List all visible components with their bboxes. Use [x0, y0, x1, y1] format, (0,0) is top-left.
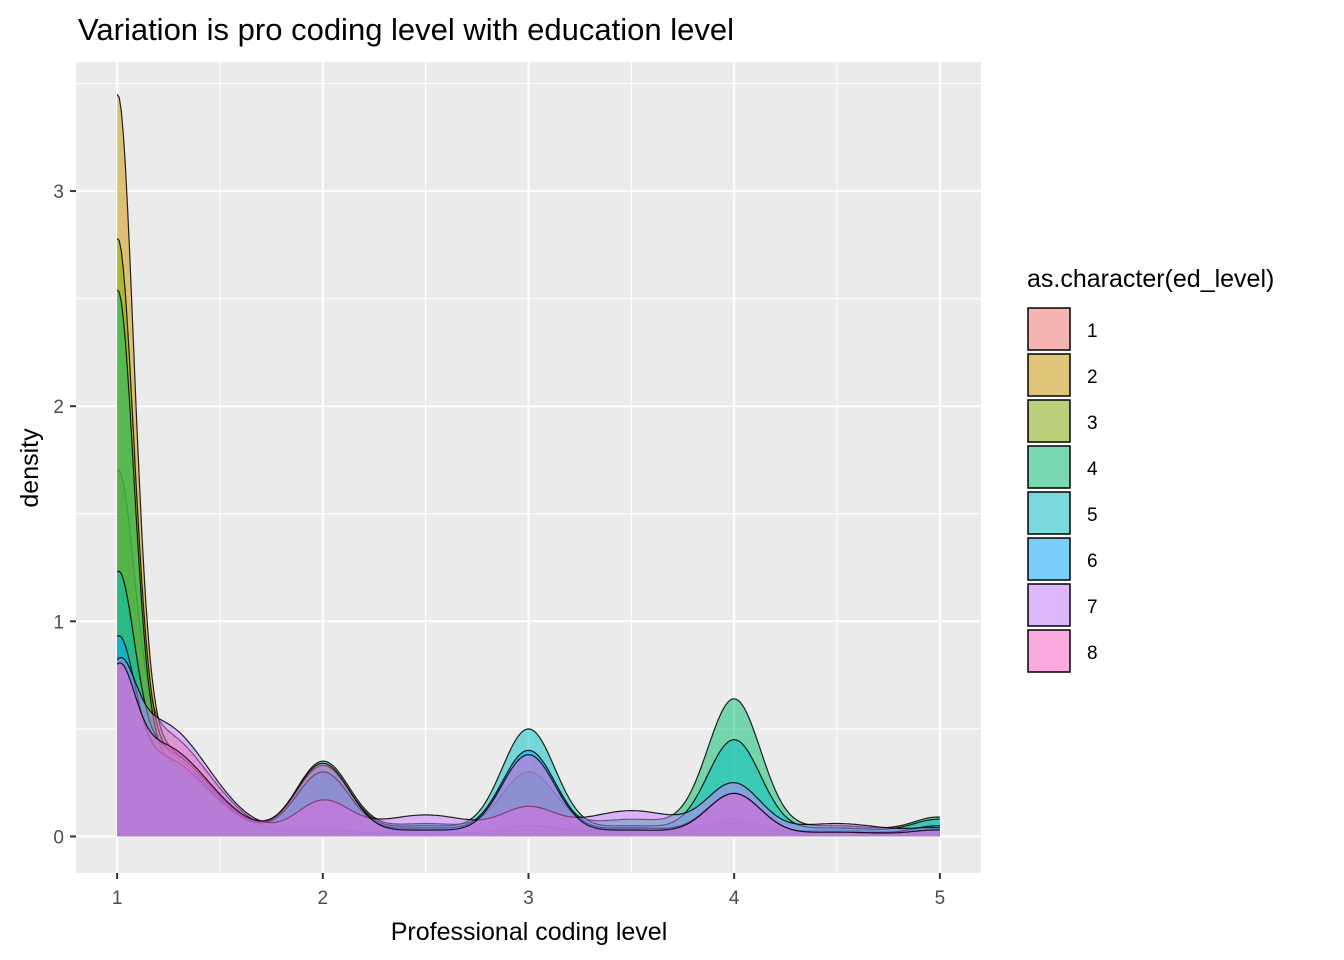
x-axis-title: Professional coding level — [391, 918, 668, 946]
legend-label-8: 8 — [1087, 643, 1098, 664]
legend-key-4 — [1027, 445, 1071, 489]
x-tick-label: 1 — [112, 888, 123, 909]
legend-label-6: 6 — [1087, 551, 1098, 572]
legend: 1 2 3 4 5 6 7 8 — [1027, 307, 1098, 673]
density-outline-8 — [116, 662, 940, 834]
legend-label-7: 7 — [1087, 597, 1098, 618]
x-tick-label: 2 — [318, 888, 329, 909]
legend-title: as.character(ed_level) — [1027, 265, 1274, 293]
legend-key-1 — [1027, 307, 1071, 351]
legend-label-2: 2 — [1087, 367, 1098, 388]
x-tick-label: 4 — [729, 888, 740, 909]
legend-key-6 — [1027, 537, 1071, 581]
legend-key-7 — [1027, 583, 1071, 627]
x-axis-ticks: 1 2 3 4 5 — [112, 873, 945, 909]
y-tick-label: 1 — [53, 612, 64, 633]
legend-key-3 — [1027, 399, 1071, 443]
y-axis-title: density — [16, 428, 44, 508]
x-tick-label: 3 — [523, 888, 534, 909]
chart-title: Variation is pro coding level with educa… — [78, 12, 734, 47]
legend-label-5: 5 — [1087, 505, 1098, 526]
legend-label-3: 3 — [1087, 413, 1098, 434]
legend-label-1: 1 — [1087, 321, 1098, 342]
density-area-4 — [117, 290, 940, 837]
legend-key-5 — [1027, 491, 1071, 535]
y-tick-label: 3 — [53, 182, 64, 203]
y-tick-label: 0 — [53, 827, 64, 848]
legend-label-4: 4 — [1087, 459, 1098, 480]
legend-key-2 — [1027, 353, 1071, 397]
legend-key-8 — [1027, 629, 1071, 673]
x-tick-label: 5 — [935, 888, 946, 909]
density-areas — [116, 93, 940, 837]
density-area-7 — [117, 657, 940, 837]
density-area-8 — [117, 662, 940, 837]
y-tick-label: 2 — [53, 397, 64, 418]
y-axis-ticks: 0 1 2 3 — [53, 182, 76, 848]
